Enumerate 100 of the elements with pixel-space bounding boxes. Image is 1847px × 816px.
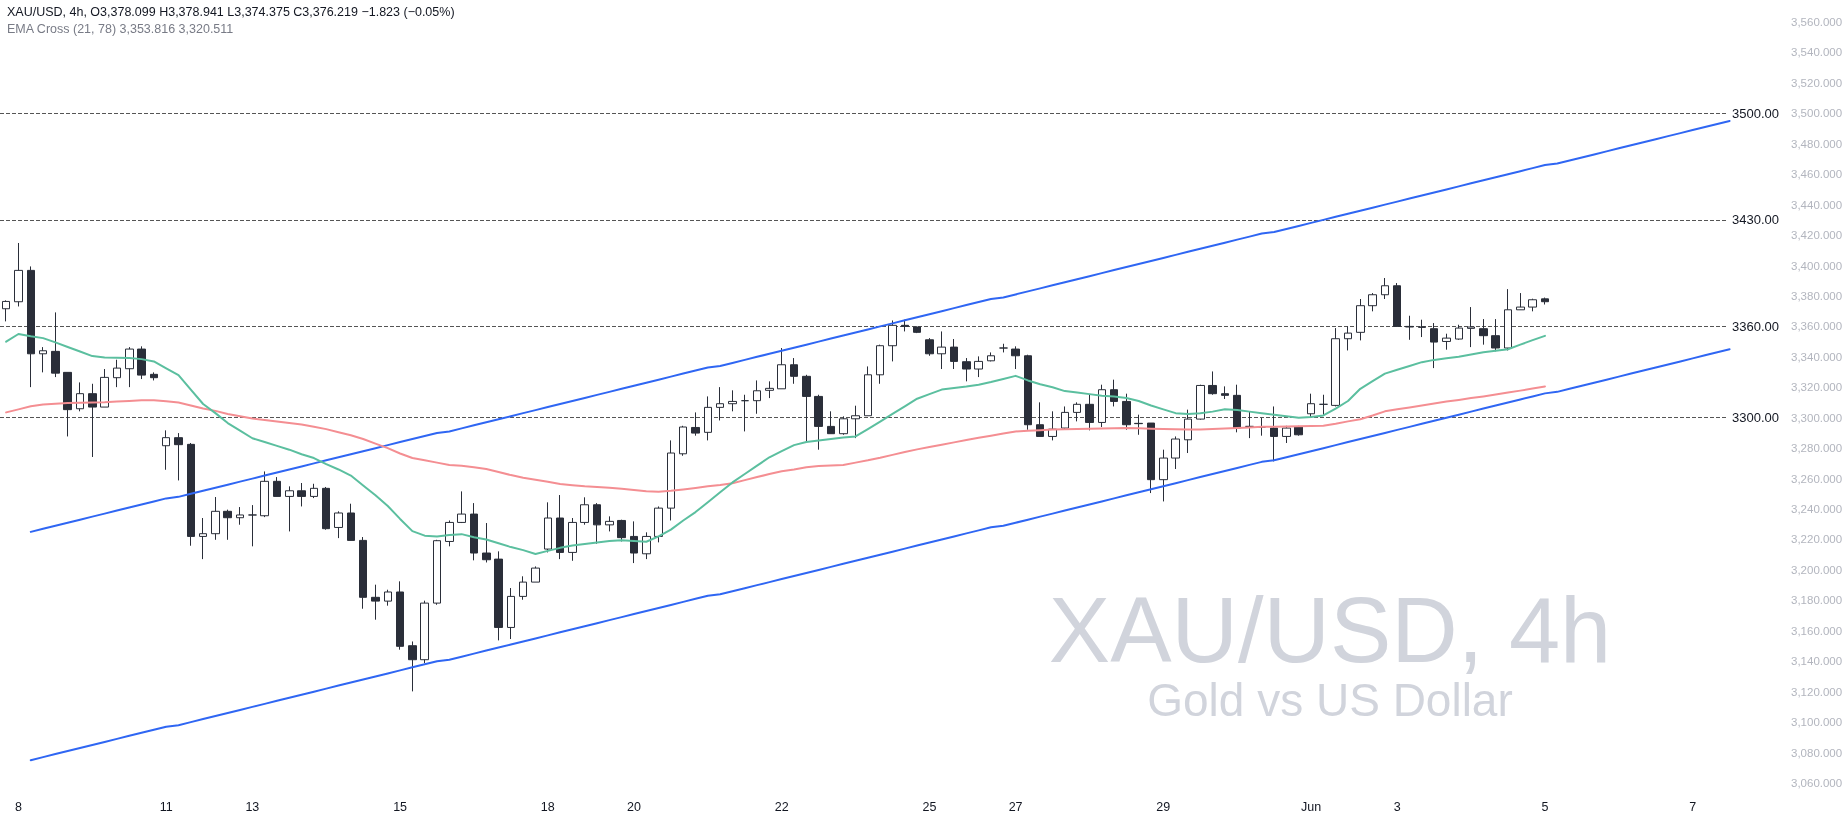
candlestick [285,485,294,532]
candlestick [888,319,897,362]
x-tick-label: 5 [1541,799,1549,814]
candlestick [51,311,60,378]
ref-line-label: 3300.00 [1732,410,1779,426]
candlestick [347,503,355,541]
candlestick [1528,298,1537,312]
candlestick [88,383,97,458]
candlestick [704,395,712,441]
candlestick [494,550,503,641]
candlestick [63,371,72,437]
candlestick [408,640,417,692]
candlestick [913,325,921,334]
candlestick [113,359,121,388]
candlestick [1442,333,1451,351]
y-tick-label: 3,200.000 [1791,563,1843,576]
candlestick [962,357,971,382]
candlestick [359,536,367,610]
y-tick-label: 3,220.000 [1791,533,1843,546]
candlestick [507,587,515,640]
candlestick [654,505,663,543]
x-tick-label: 13 [245,799,260,814]
y-tick-label: 3,240.000 [1791,503,1843,516]
candlestick [802,374,811,444]
candlestick [753,379,761,415]
candlestick [1098,384,1106,428]
candlestick [199,517,207,560]
candlestick [741,394,749,432]
candlestick [260,470,269,518]
candlestick [1381,277,1389,300]
y-tick-label: 3,360.000 [1791,320,1843,333]
candlestick [851,405,860,439]
x-tick-label: 27 [1008,799,1023,814]
candlestick [1467,306,1475,348]
candlestick [1331,327,1340,407]
candlestick [765,380,774,399]
candlestick [544,501,552,553]
y-tick-label: 3,080.000 [1791,746,1843,759]
line-series [29,119,1731,533]
y-tick-label: 3,440.000 [1791,198,1843,211]
candlestick [876,344,884,385]
y-tick-label: 3,380.000 [1791,289,1843,302]
candlestick [1122,393,1131,431]
candlestick [1085,394,1094,431]
line-series [29,348,1731,762]
candlestick [987,351,995,362]
candlestick [211,496,220,541]
candlestick [273,476,281,497]
candlestick [1171,435,1180,470]
candlestick [1282,425,1291,444]
candlestick [1455,324,1463,341]
candlestick [1073,401,1081,422]
candlestick [568,517,577,562]
y-tick-label: 3,500.000 [1791,107,1843,120]
candlestick [457,490,466,524]
candlestick [137,345,146,380]
candlestick [384,589,392,607]
candlestick [27,265,35,388]
candlestick [310,483,318,499]
ref-line-label: 3430.00 [1732,212,1779,228]
candlestick [1233,384,1241,433]
candlestick [1430,322,1438,369]
candlestick [1208,370,1217,396]
y-tick-label: 3,160.000 [1791,624,1843,637]
candlestick [100,368,109,408]
y-tick-label: 3,460.000 [1791,168,1843,181]
ref-line-label: 3360.00 [1732,318,1779,334]
x-tick-label: 7 [1689,799,1697,814]
x-tick-label: 22 [774,799,789,814]
candlestick [974,355,983,378]
candlestick [580,496,589,526]
chart-title: XAU/USD, 4h, O3,378.099 H3,378.941 L3,374.375 C3,376.219 −1.823 (−0.05%) [7,4,455,19]
candlestick [716,386,724,421]
y-tick-label: 3,060.000 [1791,777,1843,789]
candlestick [14,242,23,307]
candlestick [470,502,478,561]
candlestick [1541,297,1549,306]
ref-line-label: 3500.00 [1732,105,1779,121]
candlestick [334,510,343,539]
candlestick [519,575,527,601]
candlestick [1024,354,1032,431]
candlestick [679,425,687,457]
y-tick-label: 3,300.000 [1791,411,1843,424]
candlestick [1307,393,1315,419]
x-tick-label: 25 [922,799,937,814]
candlestick [297,482,306,507]
candlestick [925,337,934,357]
candlestick [396,580,404,651]
candlestick [1294,425,1303,437]
candlestick [950,338,958,370]
candlestick [1344,325,1352,351]
candlestick [125,346,134,388]
y-tick-label: 3,260.000 [1791,472,1843,485]
chart-subtitle: EMA Cross (21, 78) 3,353.816 3,320.511 [7,21,234,36]
y-tick-label: 3,120.000 [1791,685,1843,698]
candlestick [999,343,1008,353]
y-tick-label: 3,560.000 [1791,16,1843,28]
candlestick [1368,292,1377,312]
candlestick [39,346,47,373]
y-tick-label: 3,100.000 [1791,716,1843,729]
